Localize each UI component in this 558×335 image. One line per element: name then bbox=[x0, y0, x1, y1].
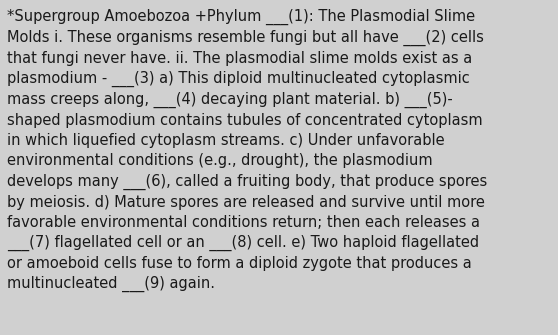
Text: *Supergroup Amoebozoa +Phylum ___(1): The Plasmodial Slime
Molds i. These organi: *Supergroup Amoebozoa +Phylum ___(1): Th… bbox=[7, 8, 488, 292]
